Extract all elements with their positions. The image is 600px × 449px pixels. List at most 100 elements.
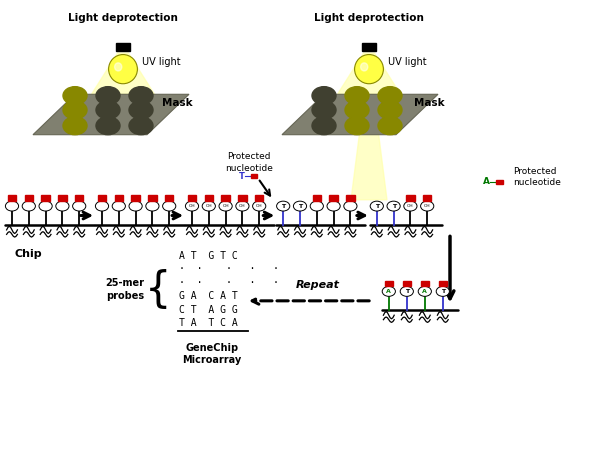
Bar (496, 180, 503, 184)
Circle shape (63, 101, 87, 119)
Text: UV light: UV light (388, 57, 427, 67)
Circle shape (382, 286, 395, 296)
Circle shape (129, 117, 153, 135)
Circle shape (129, 201, 142, 211)
Circle shape (63, 87, 87, 105)
Circle shape (112, 201, 125, 211)
Circle shape (277, 201, 290, 211)
Ellipse shape (361, 63, 368, 71)
Text: GeneChip
Microarray: GeneChip Microarray (182, 343, 241, 365)
Text: A T  G T C: A T G T C (179, 251, 238, 261)
Ellipse shape (355, 55, 383, 84)
Polygon shape (337, 53, 401, 94)
Circle shape (345, 87, 369, 105)
Circle shape (56, 201, 69, 211)
Text: T: T (392, 203, 395, 209)
Text: {: { (145, 269, 172, 311)
Bar (403, 281, 411, 286)
Text: Protected
nucleotide: Protected nucleotide (513, 167, 561, 187)
Bar (251, 174, 257, 178)
Text: T: T (405, 289, 409, 294)
Circle shape (96, 117, 120, 135)
Circle shape (293, 201, 307, 211)
Text: T: T (441, 289, 445, 294)
Circle shape (129, 101, 153, 119)
Text: OH: OH (205, 204, 212, 208)
Circle shape (421, 201, 434, 211)
Bar (75, 195, 83, 201)
Circle shape (202, 201, 215, 211)
Circle shape (370, 201, 383, 211)
Circle shape (96, 101, 120, 119)
Text: 25-mer
probes: 25-mer probes (106, 278, 145, 301)
Bar (58, 195, 67, 201)
Ellipse shape (115, 63, 122, 71)
Text: T: T (298, 203, 302, 209)
Bar (165, 195, 173, 201)
Text: OH: OH (239, 204, 246, 208)
Bar (41, 195, 50, 201)
Text: T: T (239, 172, 245, 180)
Text: Mask: Mask (414, 98, 445, 108)
Text: T: T (281, 203, 285, 209)
Text: OH: OH (188, 204, 196, 208)
Bar (362, 43, 376, 51)
Text: OH: OH (424, 204, 431, 208)
Text: Repeat: Repeat (296, 280, 340, 290)
Bar (406, 195, 415, 201)
Text: A: A (482, 177, 490, 186)
Circle shape (310, 201, 323, 211)
Circle shape (400, 286, 413, 296)
Bar (346, 195, 355, 201)
Bar (116, 43, 130, 51)
Bar (385, 281, 393, 286)
Text: OH: OH (222, 204, 229, 208)
Text: OH: OH (407, 204, 414, 208)
Bar (188, 195, 196, 201)
Circle shape (404, 201, 417, 211)
Circle shape (345, 101, 369, 119)
Circle shape (219, 201, 232, 211)
Polygon shape (282, 94, 438, 135)
Circle shape (5, 201, 19, 211)
Text: UV light: UV light (142, 57, 181, 67)
Text: A: A (386, 289, 391, 294)
Polygon shape (33, 94, 189, 135)
Text: Mask: Mask (162, 98, 193, 108)
Circle shape (312, 87, 336, 105)
Circle shape (387, 201, 400, 211)
Text: Protected
nucleotide: Protected nucleotide (225, 153, 273, 172)
Bar (148, 195, 157, 201)
Circle shape (312, 101, 336, 119)
Bar (8, 195, 16, 201)
Circle shape (185, 201, 199, 211)
Bar (131, 195, 140, 201)
Text: Light deprotection: Light deprotection (314, 13, 424, 23)
Text: ·  ·    ·   ·   ·: · · · · · (179, 264, 278, 274)
Circle shape (73, 201, 86, 211)
Circle shape (39, 201, 52, 211)
Bar (205, 195, 213, 201)
Text: ·  ·    ·   ·   ·: · · · · · (179, 278, 278, 288)
Circle shape (236, 201, 249, 211)
Circle shape (378, 101, 402, 119)
Polygon shape (91, 53, 155, 94)
Circle shape (163, 201, 176, 211)
Bar (115, 195, 123, 201)
Bar (25, 195, 33, 201)
Ellipse shape (109, 55, 137, 84)
Circle shape (345, 117, 369, 135)
Circle shape (22, 201, 35, 211)
Text: G A  C A T: G A C A T (179, 291, 238, 301)
Circle shape (378, 87, 402, 105)
Circle shape (378, 117, 402, 135)
Bar (238, 195, 247, 201)
Text: T: T (375, 203, 379, 209)
Circle shape (312, 117, 336, 135)
Circle shape (344, 201, 357, 211)
Bar (98, 195, 106, 201)
Circle shape (418, 286, 431, 296)
Circle shape (96, 87, 120, 105)
Circle shape (436, 286, 449, 296)
Text: C T  A G G: C T A G G (179, 305, 238, 315)
